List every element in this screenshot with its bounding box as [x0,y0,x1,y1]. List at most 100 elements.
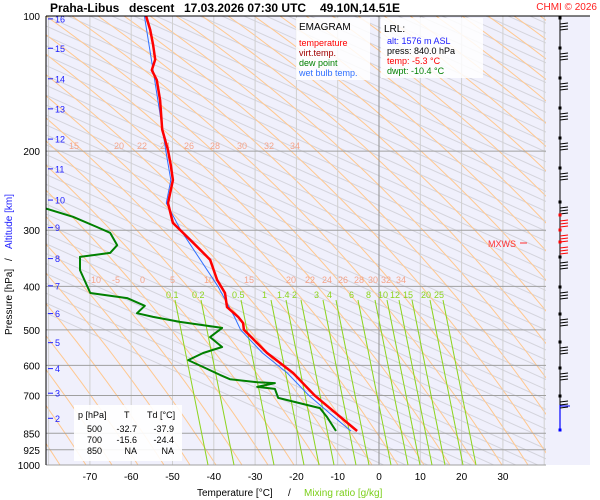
x-axis-title-sep: / [288,488,291,499]
wind-barb-icon [559,85,569,88]
wind-level-marker [558,16,562,20]
wind-barb-icon [559,209,569,212]
mixing-ratio-label: 0.2 [192,290,205,300]
moist-adiabat-label: 28 [354,275,364,285]
wind-barb-icon [559,318,569,321]
wind-barb-icon [559,115,569,118]
values-table: p [hPa] T Td [°C] 500 -32.7 -37.9 700 -1… [74,405,182,461]
wind-barb-icon [559,261,569,264]
altitude-tick-label: 2 [55,414,60,424]
altitude-tick-label: 4 [55,364,60,374]
wind-level-marker [558,76,562,80]
moist-adiabat-line [461,16,546,81]
wind-barb-icon [559,291,569,294]
wind-level-marker [558,255,562,259]
wind-barb-icon [559,225,569,228]
mixing-ratio-label: 12 [390,290,400,300]
moist-adiabat-label: 26 [338,275,348,285]
x-tick-label: 30 [497,472,509,483]
mixing-ratio-label: 0.5 [232,290,245,300]
mixing-ratio-line [411,299,446,466]
y-axis-title-pressure: Pressure [hPa] [4,269,15,335]
y-tick-label: 1000 [18,461,41,472]
mixing-ratio-label: 1.4 [277,290,290,300]
title-coords: 49.10N,14.51E [320,1,400,15]
altitude-tick-label: 15 [55,44,65,54]
moist-adiabat-label: 22 [305,275,315,285]
mixing-ratio-label: 2 [292,290,297,300]
y-axis-title-altitude: Altitude [km] [4,194,15,249]
mixing-ratio-label: 15 [403,290,413,300]
altitude-tick-label: 10 [55,196,65,206]
table-cell: NA [161,446,174,456]
wind-barb-icon [559,237,569,240]
wind-barb-icon [559,148,569,151]
moist-adiabat-line [46,302,165,465]
moist-adiabat-label: 22 [137,141,147,151]
x-tick-label: -10 [330,472,345,483]
chart-title: Praha-Libus descent 17.03.2026 07:30 UTC… [50,1,400,15]
wind-barb-icon [559,178,569,181]
dry-adiabat-line [46,292,429,465]
dry-adiabat-line [46,282,451,465]
table-cell: 700 [87,435,102,445]
wind-barb-icon [559,252,569,255]
dry-adiabat-line [46,104,546,331]
dry-adiabat-line [46,124,546,351]
dry-adiabat-line [221,16,546,163]
moist-adiabat-line [149,16,546,416]
dry-adiabat-line [199,16,546,173]
dry-adiabat-line [46,134,546,361]
moist-adiabat-label: 20 [114,141,124,151]
legend-virt-temp: virt.temp. [299,48,336,58]
dry-adiabat-line [46,45,546,272]
wind-barb-icon [559,206,569,209]
mixing-ratio-label: 20 [421,290,431,300]
wind-barb-icon [559,28,569,31]
mixing-ratio-label: 10 [378,290,388,300]
mixing-ratio-lines [174,299,477,466]
dry-adiabat-line [46,233,546,460]
wind-barb-icon [559,264,569,267]
wind-barb-icon [559,222,569,225]
dry-adiabat-line [46,84,546,311]
wind-level-marker [558,312,562,316]
moist-adiabat-line [71,16,503,465]
dry-adiabat-line [375,16,546,94]
y-tick-label: 925 [23,446,40,457]
moist-adiabat-line [46,215,243,465]
wind-barb-icon [559,321,569,324]
altitude-tick-label: 9 [55,223,60,233]
moist-adiabat-line [46,272,191,465]
wind-level-marker [558,394,562,398]
x-axis-title-temperature: Temperature [°C] [197,488,273,499]
wind-column-background [546,16,590,465]
dry-adiabat-line [111,16,546,212]
wind-barb-icon [559,294,569,297]
moist-adiabat-label: -10 [88,275,101,285]
dry-adiabat-line [46,25,546,252]
moist-adiabat-line [46,53,425,465]
x-tick-label: -50 [165,472,180,483]
wind-barbs [558,16,570,432]
wind-barb-icon [559,88,569,91]
dry-adiabat-line [46,16,546,242]
series-temperature-line [144,16,358,432]
wind-barb-icon [559,145,569,148]
moist-adiabat-line [46,189,269,465]
moist-adiabat-label: -5 [112,275,120,285]
x-tick-label: -70 [83,472,98,483]
title-phase: descent [129,1,174,15]
wind-level-marker [558,285,562,289]
mixing-ratio-line [398,299,433,466]
mixing-ratio-line [174,299,209,466]
dry-adiabat-line [46,74,546,301]
moist-adiabat-line [46,95,373,465]
y-axis-title: Pressure [hPa] / Altitude [km] [4,194,15,335]
dry-adiabat-line [596,16,600,466]
y-tick-label: 600 [23,361,40,372]
mixing-ratio-label: 3 [314,290,319,300]
moist-adiabat-line [46,16,477,465]
altitude-tick-label: 13 [55,104,65,114]
